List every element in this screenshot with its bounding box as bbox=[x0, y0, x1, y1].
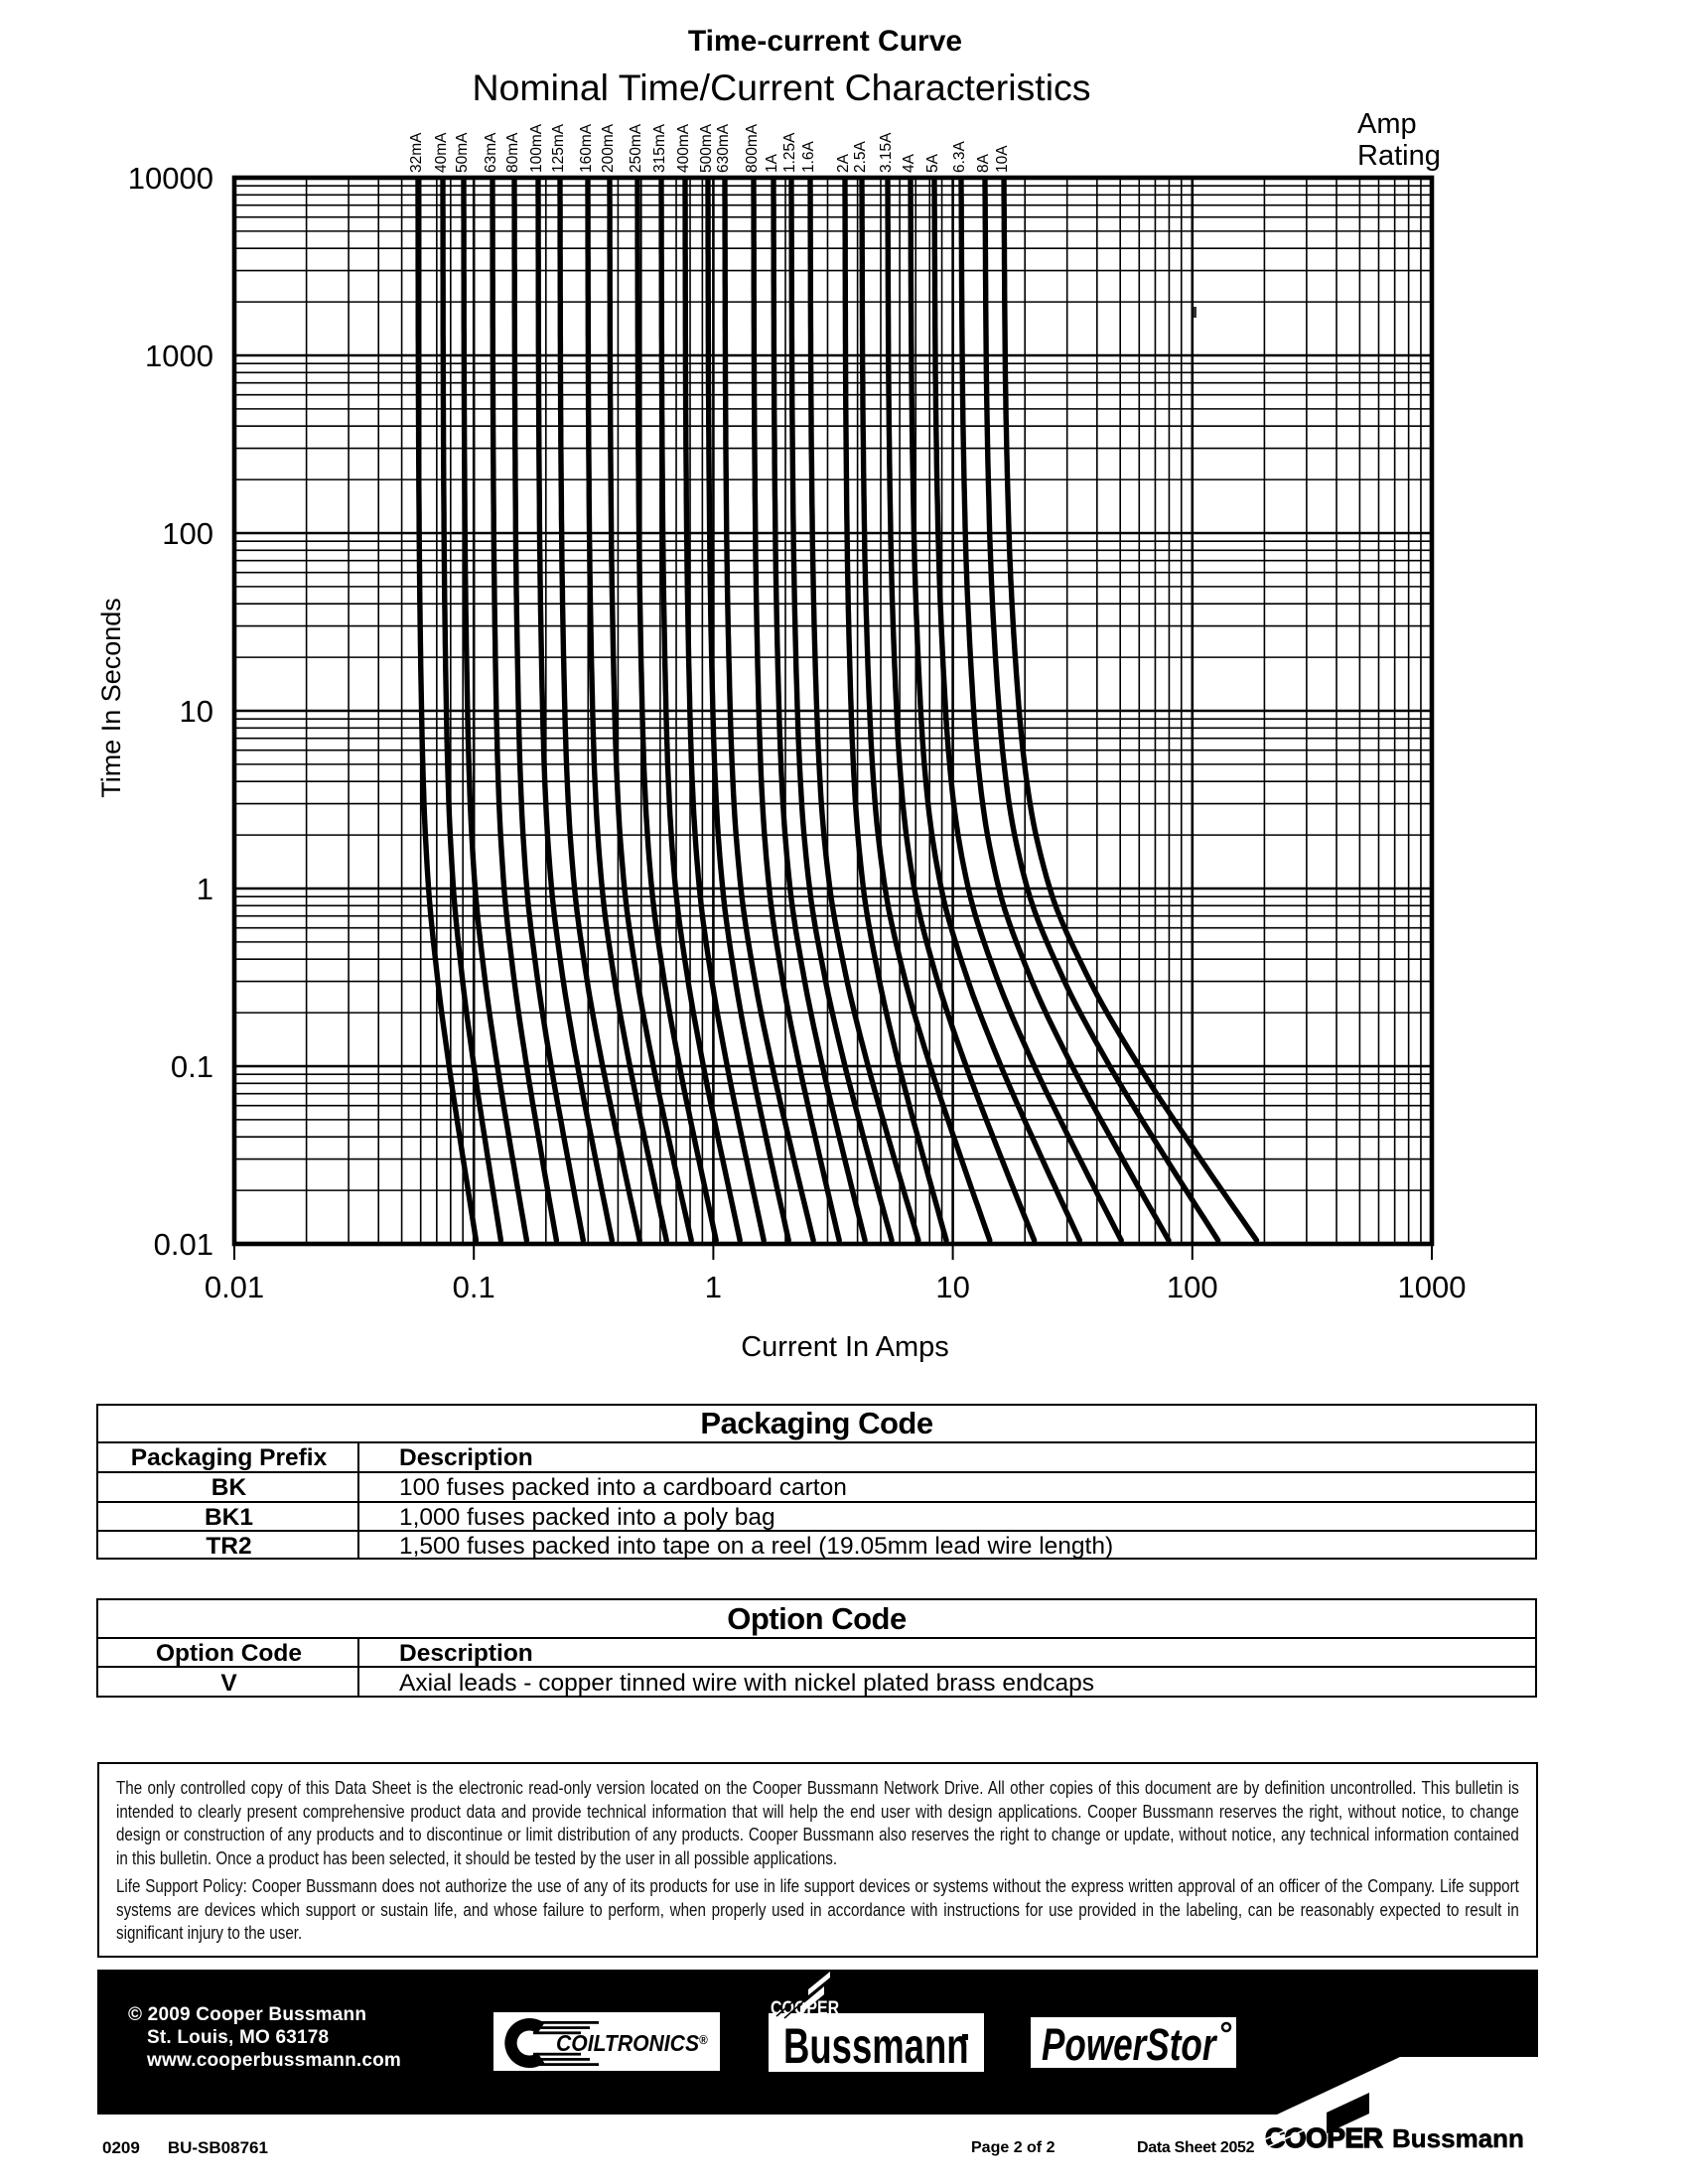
svg-text:125mA: 125mA bbox=[550, 123, 567, 173]
svg-text:630mA: 630mA bbox=[715, 123, 732, 173]
svg-text:Time In Seconds: Time In Seconds bbox=[96, 598, 126, 798]
svg-text:Nominal Time/Current Character: Nominal Time/Current Characteristics bbox=[472, 67, 1090, 108]
svg-text:50mA: 50mA bbox=[454, 132, 471, 173]
svg-text:PowerStor: PowerStor bbox=[1042, 2019, 1217, 2070]
svg-text:0.01: 0.01 bbox=[205, 1270, 264, 1304]
svg-text:500mA: 500mA bbox=[698, 123, 715, 173]
svg-text:100: 100 bbox=[1167, 1270, 1218, 1304]
svg-text:Time-current Curve: Time-current Curve bbox=[688, 25, 962, 58]
svg-text:1000: 1000 bbox=[1398, 1270, 1467, 1304]
svg-text:200mA: 200mA bbox=[600, 123, 617, 173]
svg-text:0.1: 0.1 bbox=[453, 1270, 495, 1304]
svg-text:1000: 1000 bbox=[145, 339, 213, 373]
svg-text:2.5A: 2.5A bbox=[852, 140, 869, 173]
svg-text:0.01: 0.01 bbox=[154, 1227, 213, 1262]
svg-text:250mA: 250mA bbox=[628, 123, 644, 173]
svg-text:63mA: 63mA bbox=[483, 132, 499, 173]
svg-text:400mA: 400mA bbox=[675, 123, 692, 173]
svg-text:Current In Amps: Current In Amps bbox=[741, 1331, 949, 1363]
svg-text:3.15A: 3.15A bbox=[878, 132, 895, 173]
svg-text:10000: 10000 bbox=[128, 161, 213, 196]
svg-text:COILTRONICS®: COILTRONICS® bbox=[556, 2030, 709, 2056]
svg-text:800mA: 800mA bbox=[744, 123, 761, 173]
svg-text:10A: 10A bbox=[994, 145, 1011, 173]
svg-text:8A: 8A bbox=[975, 153, 992, 173]
svg-text:32mA: 32mA bbox=[408, 132, 425, 173]
svg-text:10: 10 bbox=[180, 694, 213, 729]
svg-text:0.1: 0.1 bbox=[171, 1049, 213, 1084]
svg-text:6.3A: 6.3A bbox=[951, 140, 968, 173]
svg-text:Amp: Amp bbox=[1357, 108, 1417, 140]
svg-text:COOPER: COOPER bbox=[1265, 2122, 1383, 2153]
svg-text:1.25A: 1.25A bbox=[781, 132, 798, 173]
svg-text:40mA: 40mA bbox=[433, 132, 450, 173]
svg-text:1.6A: 1.6A bbox=[800, 140, 817, 173]
svg-text:4A: 4A bbox=[901, 153, 917, 173]
svg-text:100mA: 100mA bbox=[528, 123, 545, 173]
svg-text:1A: 1A bbox=[764, 153, 780, 173]
svg-text:Bussmann: Bussmann bbox=[1392, 2123, 1524, 2153]
svg-text:10: 10 bbox=[935, 1270, 969, 1304]
svg-text:Bussmann: Bussmann bbox=[783, 2018, 969, 2074]
svg-text:1: 1 bbox=[197, 872, 213, 906]
svg-text:315mA: 315mA bbox=[651, 123, 668, 173]
svg-text:5A: 5A bbox=[924, 153, 941, 173]
svg-text:Rating: Rating bbox=[1357, 140, 1441, 172]
svg-text:1: 1 bbox=[705, 1270, 722, 1304]
svg-text:100: 100 bbox=[162, 516, 213, 551]
svg-text:160mA: 160mA bbox=[578, 123, 595, 173]
svg-text:2A: 2A bbox=[835, 153, 852, 173]
svg-text:80mA: 80mA bbox=[504, 132, 521, 173]
